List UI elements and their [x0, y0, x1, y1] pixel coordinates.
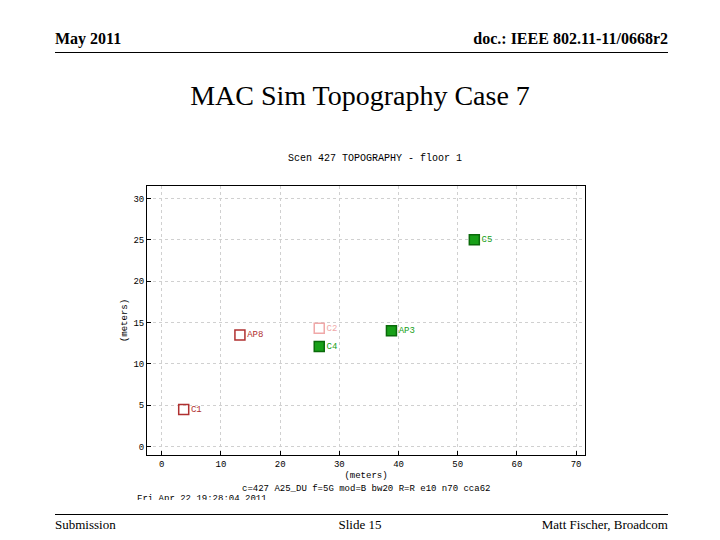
html-text:Matt Fischer, Broadcom: Matt Fischer, Broadcom — [541, 517, 668, 532]
svg-text:AP3: AP3 — [399, 326, 415, 336]
svg-text:15: 15 — [133, 319, 144, 329]
svg-text:10: 10 — [133, 360, 144, 370]
svg-text:70: 70 — [571, 460, 582, 470]
svg-text:30: 30 — [133, 195, 144, 205]
svg-text:0: 0 — [139, 443, 144, 453]
svg-text:AP8: AP8 — [247, 330, 263, 340]
svg-text:5: 5 — [139, 401, 144, 411]
svg-text:C5: C5 — [482, 235, 493, 245]
svg-text:C2: C2 — [326, 324, 337, 334]
html-text:MAC Sim Topography Case 7: MAC Sim Topography Case 7 — [190, 80, 530, 111]
svg-text:C1: C1 — [191, 405, 202, 415]
svg-text:20: 20 — [275, 460, 286, 470]
html-text:May 2011: May 2011 — [55, 30, 122, 47]
svg-text:Scen 427 TOPOGRAPHY - floor 1: Scen 427 TOPOGRAPHY - floor 1 — [288, 153, 462, 164]
svg-text:10: 10 — [216, 460, 227, 470]
svg-text:(meters): (meters) — [120, 299, 130, 342]
svg-text:50: 50 — [452, 460, 463, 470]
svg-text:C4: C4 — [326, 342, 337, 352]
svg-text:60: 60 — [512, 460, 523, 470]
svg-text:c=427 A25_DU f=5G mod=B bw20 R: c=427 A25_DU f=5G mod=B bw20 R=R e10 n70… — [242, 484, 490, 494]
svg-text:(meters): (meters) — [344, 471, 387, 481]
svg-text:25: 25 — [133, 236, 144, 246]
html-text:Submission: Submission — [55, 517, 116, 532]
svg-text:30: 30 — [334, 460, 345, 470]
svg-text:0: 0 — [159, 460, 164, 470]
svg-text:20: 20 — [133, 277, 144, 287]
html-text:doc.: IEEE 802.11-11/0668r2: doc.: IEEE 802.11-11/0668r2 — [473, 30, 668, 47]
svg-text:40: 40 — [393, 460, 404, 470]
svg-text:Fri Apr 22 19:28:04 2011: Fri Apr 22 19:28:04 2011 — [137, 494, 267, 500]
html-text:Slide 15: Slide 15 — [338, 517, 382, 532]
